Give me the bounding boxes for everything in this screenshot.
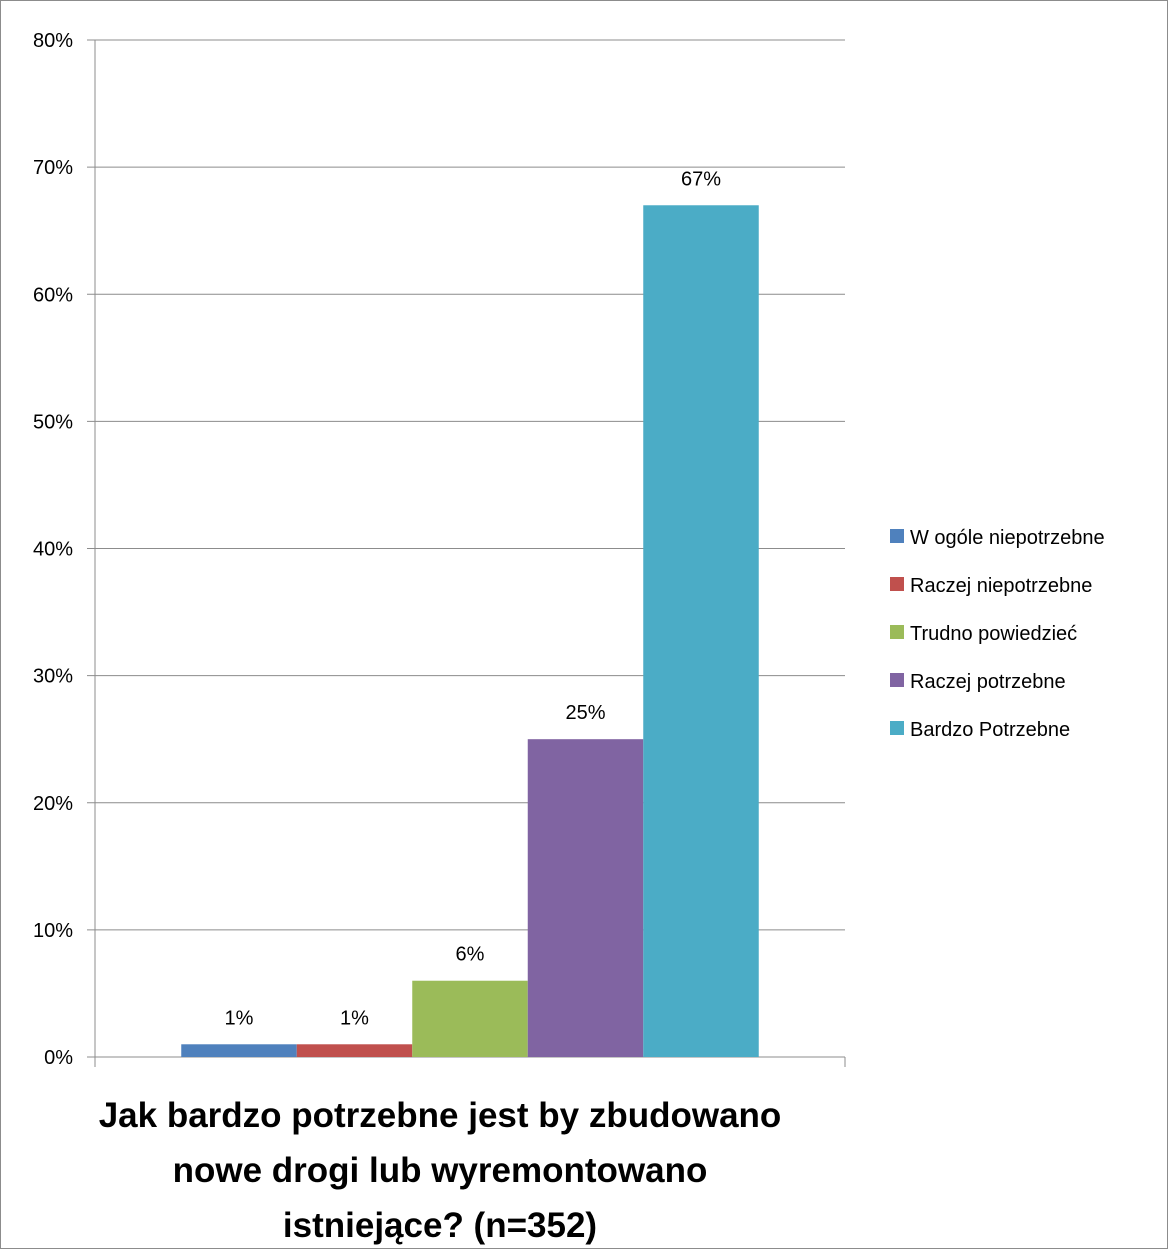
bars	[181, 205, 759, 1057]
legend: W ogóle niepotrzebne Raczej niepotrzebne T…	[890, 527, 1105, 741]
legend-label: W ogóle niepotrzebne	[910, 527, 1105, 549]
legend-swatch	[890, 673, 904, 687]
y-tick-label: 30%	[33, 666, 73, 688]
legend-swatch	[890, 625, 904, 639]
y-tick-label: 60%	[33, 284, 73, 306]
y-tick-label: 20%	[33, 793, 73, 815]
legend-label: Raczej potrzebne	[910, 671, 1066, 693]
data-label: 1%	[340, 1007, 369, 1029]
bar-5	[643, 205, 759, 1057]
legend-label: Bardzo Potrzebne	[910, 719, 1070, 741]
legend-swatch	[890, 529, 904, 543]
bar-3	[412, 980, 528, 1057]
y-axis-ticks: 0% 10% 20% 30% 40% 50% 60% 70% 80%	[33, 30, 73, 1069]
data-label: 25%	[565, 702, 605, 724]
data-label: 6%	[456, 944, 485, 966]
bar-2	[296, 1044, 413, 1057]
data-label: 67%	[681, 168, 721, 190]
y-tick-label: 0%	[44, 1047, 73, 1069]
y-tick-label: 50%	[33, 411, 73, 433]
legend-swatch	[890, 721, 904, 735]
chart-title: Jak bardzo potrzebne jest by zbudowano no…	[99, 1096, 782, 1245]
chart-title-line: Jak bardzo potrzebne jest by zbudowano	[99, 1096, 782, 1135]
bar-4	[527, 739, 644, 1057]
legend-swatch	[890, 577, 904, 591]
y-tick-label: 80%	[33, 30, 73, 52]
y-tick-label: 10%	[33, 920, 73, 942]
legend-label: Trudno powiedzieć	[910, 623, 1077, 645]
y-tick-label: 70%	[33, 157, 73, 179]
bar-1	[181, 1044, 297, 1057]
y-tick-label: 40%	[33, 539, 73, 561]
data-label: 1%	[225, 1007, 254, 1029]
chart-title-line: nowe drogi lub wyremontowano	[173, 1151, 708, 1190]
legend-label: Raczej niepotrzebne	[910, 575, 1092, 597]
data-labels: 1% 1% 6% 25% 67%	[225, 168, 722, 1029]
chart-title-line: istniejące? (n=352)	[283, 1206, 597, 1245]
